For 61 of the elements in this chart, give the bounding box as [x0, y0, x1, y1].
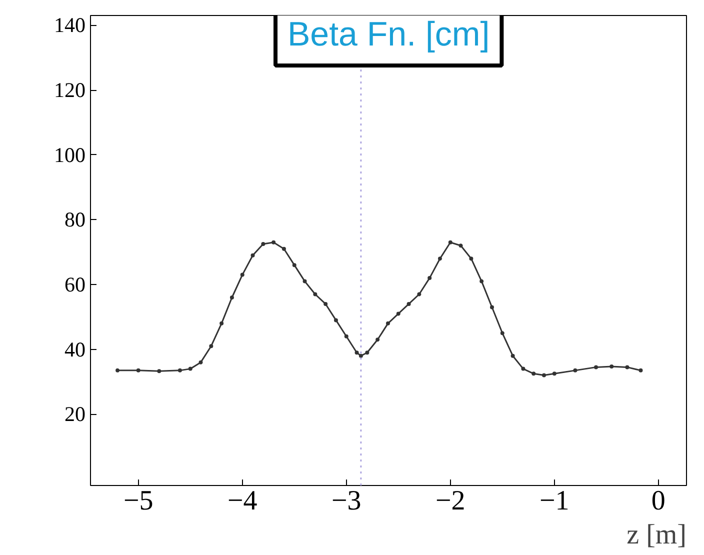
point	[480, 279, 484, 284]
point	[136, 368, 140, 372]
point	[365, 350, 370, 355]
x-tick-label: 0	[651, 486, 666, 516]
point	[532, 372, 536, 376]
y-tick-label: 80	[64, 208, 86, 232]
point	[510, 354, 515, 358]
y-tick-label: 60	[64, 272, 86, 297]
point	[638, 368, 643, 372]
point	[188, 366, 192, 371]
x-tick-label: −4	[227, 486, 258, 516]
point	[334, 318, 338, 322]
point	[396, 312, 400, 316]
point	[261, 242, 266, 246]
point	[282, 246, 286, 251]
point	[198, 360, 203, 364]
point	[625, 365, 630, 370]
y-tick-label: 120	[54, 78, 86, 102]
point	[344, 334, 348, 338]
point	[594, 365, 598, 370]
point	[292, 263, 296, 268]
y-tick-label: 100	[54, 142, 86, 167]
point	[490, 305, 494, 310]
point	[428, 276, 432, 280]
point	[521, 366, 526, 371]
point	[272, 240, 276, 244]
annotation: Beta Fn. [cm]	[288, 16, 490, 54]
point	[386, 321, 390, 326]
y-tick-label: 40	[64, 337, 86, 362]
point	[178, 368, 182, 372]
point	[376, 338, 380, 342]
point	[448, 240, 452, 244]
point	[500, 331, 504, 336]
point	[302, 279, 307, 284]
point	[552, 372, 556, 376]
point	[313, 292, 318, 296]
point	[116, 368, 120, 372]
point	[220, 321, 224, 326]
point	[438, 256, 442, 261]
point	[209, 344, 214, 348]
point	[458, 244, 463, 248]
point	[157, 369, 162, 374]
point	[406, 302, 411, 306]
y-tick-label: 20	[64, 402, 86, 426]
point	[354, 350, 359, 355]
x-axis-title: z [m]	[626, 520, 687, 550]
point	[358, 354, 363, 358]
point	[610, 364, 614, 369]
point	[230, 296, 234, 300]
x-tick-label: −1	[540, 486, 570, 516]
point	[240, 272, 244, 277]
y-tick-label: 140	[54, 13, 86, 38]
point	[324, 302, 328, 306]
point	[573, 368, 578, 372]
x-tick-label: −3	[331, 486, 362, 516]
x-tick-label: −5	[123, 486, 154, 516]
point	[417, 292, 422, 296]
point	[250, 253, 255, 258]
point	[542, 373, 546, 378]
point	[469, 256, 474, 261]
x-tick-label: −2	[435, 486, 466, 516]
